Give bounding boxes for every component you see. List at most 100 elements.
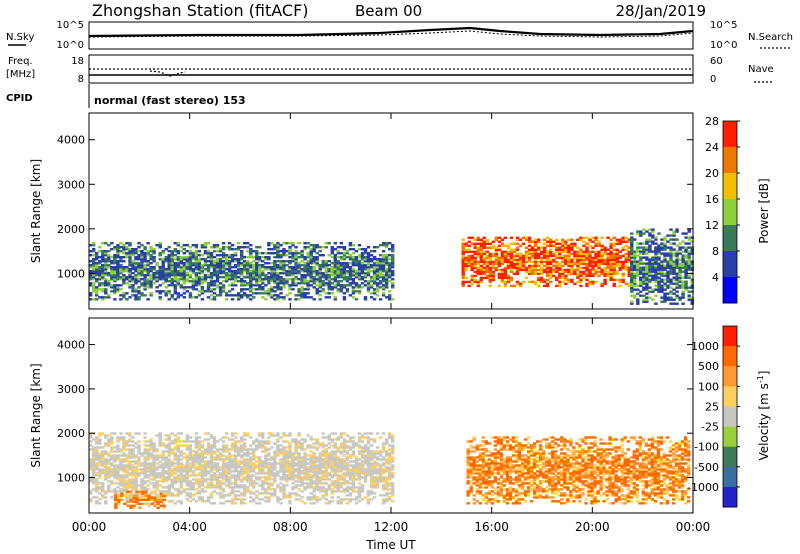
velocity-echo-cell [273,434,277,437]
power-echo-cell [669,250,673,253]
velocity-echo-cell [92,488,96,491]
velocity-echo-cell [185,434,189,437]
power-echo-cell [366,246,371,249]
velocity-echo-cell [324,502,328,505]
power-echo-cell [237,294,241,297]
power-echo-cell [497,260,502,264]
power-echo-cell [636,284,640,287]
velocity-echo-cell [191,458,196,461]
power-echo-cell [339,272,344,275]
velocity-echo-cell [119,474,123,477]
power-echo-cell [366,272,371,275]
velocity-echo-cell [182,474,186,477]
power-echo-cell [128,254,132,257]
power-echo-cell [152,268,156,271]
power-echo-cell [240,256,244,259]
power-echo-cell [594,242,598,245]
power-echo-cell [552,252,556,256]
velocity-echo-cell [167,466,171,469]
power-echo-cell [660,260,664,263]
velocity-echo-cell [209,474,214,477]
beam-label: Beam 00 [355,2,422,20]
power-echo-cell [603,248,607,251]
power-echo-cell [309,244,313,247]
velocity-echo-cell [221,488,226,491]
power-echo-cell [378,298,383,301]
power-echo-cell [651,256,655,259]
power-echo-cell [597,250,601,253]
velocity-echo-cell [155,448,159,451]
velocity-echo-cell [267,482,271,485]
power-echo-cell [122,256,126,259]
velocity-echo-cell [221,496,226,499]
velocity-echo-cell [258,446,262,449]
power-echo-cell [128,252,132,255]
power-echo-cell [666,262,670,265]
power-echo-cell [621,248,625,251]
velocity-echo-cell [128,466,132,469]
power-echo-cell [485,260,489,264]
power-echo-cell [645,266,649,269]
power-echo-cell [116,254,120,257]
velocity-echo-cell [288,492,292,495]
power-echo-cell [92,248,96,251]
power-echo-cell [333,266,337,269]
power-echo-cell [660,296,664,299]
power-echo-cell [690,240,694,243]
velocity-echo-cell [170,460,174,463]
power-echo-cell [249,256,253,259]
power-echo-cell [140,256,144,259]
power-echo-cell [385,280,389,283]
power-echo-cell [537,268,541,272]
power-colorbar-tick-label: 28 [705,115,719,128]
velocity-echo-cell [234,442,238,445]
velocity-echo-cell [215,480,220,483]
velocity-echo-cell [227,466,232,469]
power-echo-cell [185,272,189,275]
power-echo-cell [540,260,544,264]
power-echo-cell [675,252,679,255]
velocity-echo-cell [152,466,156,469]
power-echo-cell [476,268,480,272]
power-echo-cell [470,262,474,266]
power-echo-cell [188,294,193,297]
power-echo-cell [530,280,535,284]
velocity-echo-cell [255,496,259,499]
power-echo-cell [119,268,123,271]
power-echo-cell [339,262,344,265]
power-echo-cell [125,242,129,245]
power-echo-cell [137,272,141,275]
power-echo-cell [170,254,174,257]
power-echo-cell [675,256,679,259]
power-echo-cell [128,286,132,289]
velocity-echo-cell [119,484,123,487]
velocity-echo-cell [149,478,153,481]
velocity-echo-cell [161,458,165,461]
power-echo-cell [512,254,517,258]
velocity-echo-cell [95,462,99,465]
power-echo-cell [537,238,541,241]
power-echo-cell [197,270,202,273]
power-echo-cell [107,296,111,299]
velocity-echo-cell [110,442,114,445]
velocity-echo-cell [119,488,123,491]
velocity-echo-cell [182,468,186,471]
power-echo-cell [170,284,174,287]
power-echo-cell [558,280,562,284]
power-echo-cell [131,280,135,283]
velocity-echo-cell [206,446,211,449]
power-echo-cell [621,254,625,258]
power-echo-cell [687,238,691,241]
velocity-echo-cell [255,464,259,467]
power-echo-cell [98,282,102,285]
velocity-echo-cell [209,496,214,499]
power-echo-cell [476,246,480,249]
power-echo-cell [330,272,334,275]
velocity-echo-cell [215,464,220,467]
power-echo-cell [558,250,562,253]
power-echo-cell [179,268,183,271]
velocity-echo-cell [140,472,144,475]
power-echo-cell [273,252,277,255]
power-echo-cell [597,256,601,260]
velocity-echo-cell [309,462,313,465]
